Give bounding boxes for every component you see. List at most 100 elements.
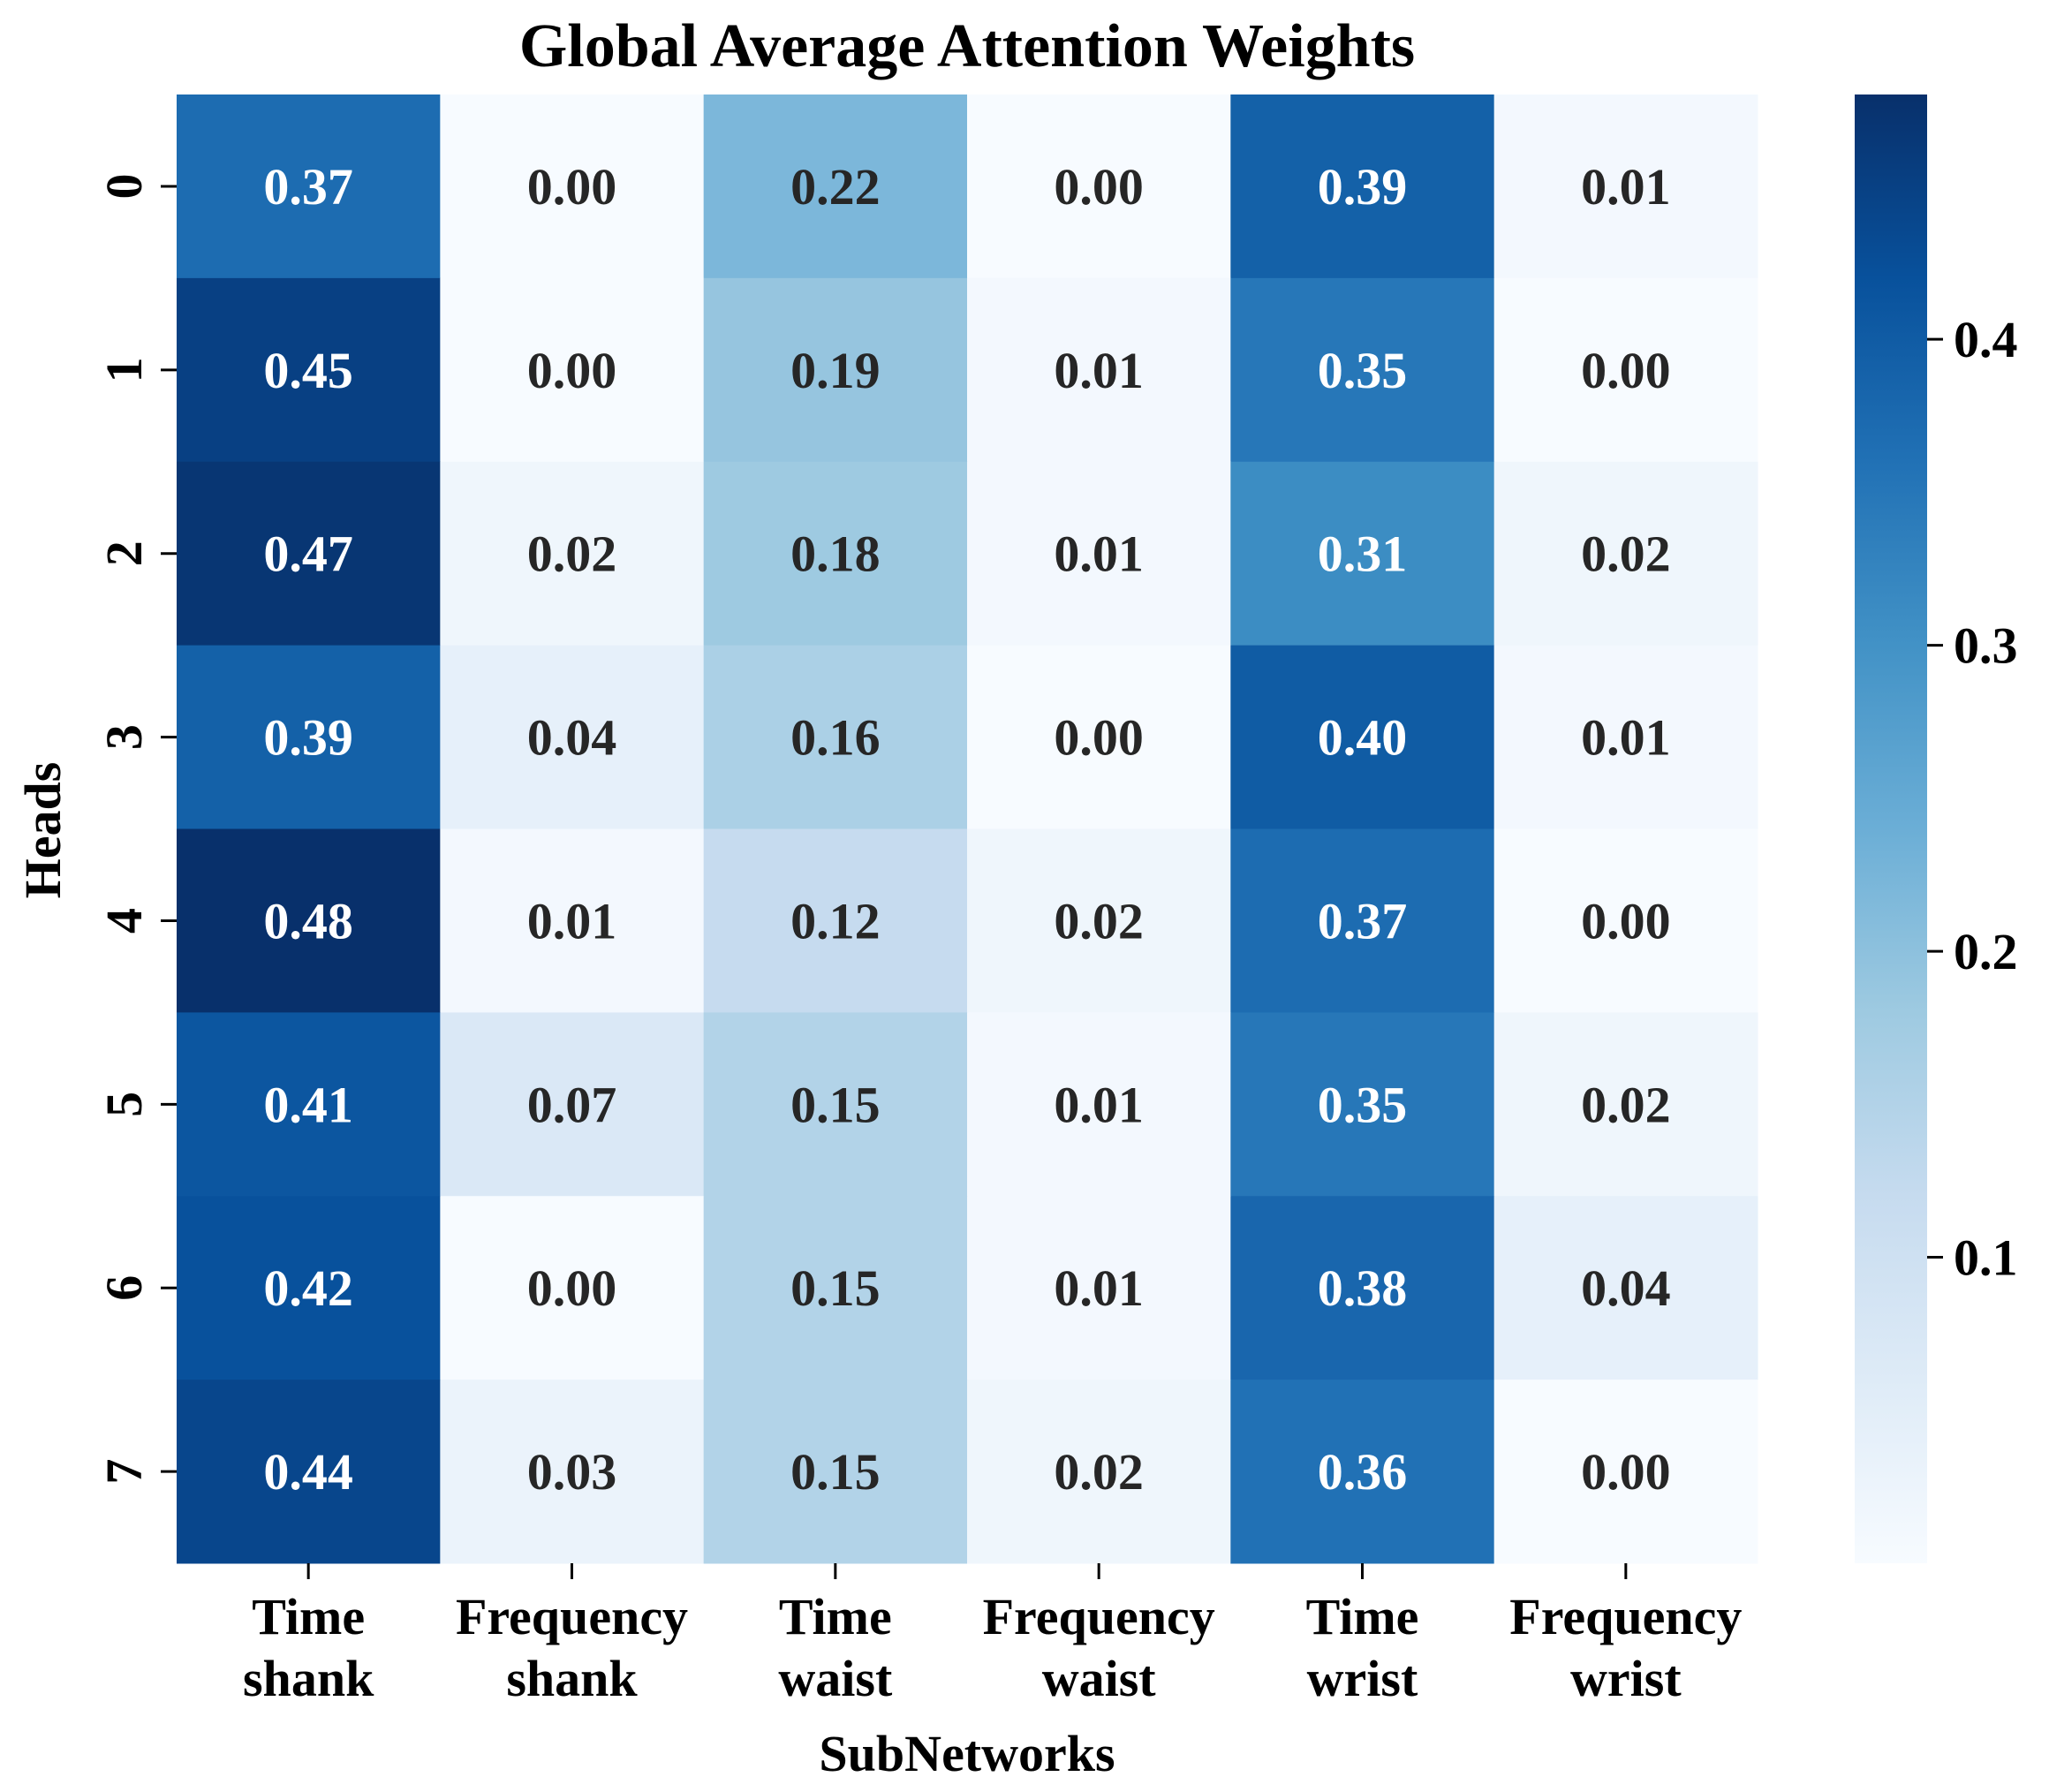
heatmap-cell xyxy=(1230,828,1495,1013)
x-tick-label: waist xyxy=(1042,1650,1157,1707)
heatmap-cell xyxy=(1230,645,1495,829)
heatmap-cell xyxy=(967,1196,1231,1380)
x-tick-label: wrist xyxy=(1307,1650,1418,1707)
cell-value-label: 0.04 xyxy=(1581,1259,1671,1317)
cell-value-label: 0.38 xyxy=(1318,1259,1408,1317)
cell-value-label: 0.47 xyxy=(263,526,353,583)
heatmap-cell xyxy=(967,645,1231,829)
cell-value-label: 0.45 xyxy=(263,342,353,399)
heatmap-cell xyxy=(440,1012,705,1197)
y-tick-label: 5 xyxy=(95,1092,153,1117)
y-tick-label: 2 xyxy=(95,541,153,566)
heatmap-cell xyxy=(440,1196,705,1380)
x-tick-label: Time xyxy=(252,1588,365,1645)
heatmap-cell xyxy=(1230,461,1495,646)
chart-title: Global Average Attention Weights xyxy=(519,12,1415,80)
heatmap-cell xyxy=(703,277,968,463)
heatmap-cell xyxy=(967,1380,1231,1564)
cell-value-label: 0.02 xyxy=(1581,526,1671,583)
heatmap-cell xyxy=(1230,1380,1495,1564)
cell-value-label: 0.16 xyxy=(790,709,881,767)
heatmap-cell xyxy=(1493,1196,1758,1380)
colorbar xyxy=(1855,95,1927,1563)
cell-value-label: 0.15 xyxy=(790,1076,881,1133)
y-tick-label: 0 xyxy=(95,173,153,199)
x-tick-label: shank xyxy=(506,1650,638,1707)
cell-value-label: 0.02 xyxy=(1054,1443,1144,1501)
x-tick-label: Time xyxy=(779,1588,892,1645)
cell-value-label: 0.41 xyxy=(263,1076,353,1133)
heatmap-cell xyxy=(440,645,705,829)
heatmap-cell xyxy=(967,95,1231,279)
heatmap-cell xyxy=(1493,95,1758,279)
x-tick-label: wrist xyxy=(1570,1650,1682,1707)
heatmap-cell xyxy=(177,95,441,279)
heatmap-cell xyxy=(703,645,968,829)
cell-value-label: 0.18 xyxy=(790,526,881,583)
heatmap-cell xyxy=(440,828,705,1013)
heatmap-cell xyxy=(1230,1012,1495,1197)
x-tick-label: Frequency xyxy=(456,1588,688,1645)
cell-value-label: 0.04 xyxy=(527,709,617,767)
colorbar-tick-label: 0.4 xyxy=(1954,311,2018,368)
cell-value-label: 0.44 xyxy=(263,1443,353,1501)
heatmap-cell xyxy=(177,1196,441,1380)
cell-value-label: 0.01 xyxy=(527,892,617,949)
cell-value-label: 0.37 xyxy=(263,158,353,215)
cell-value-label: 0.00 xyxy=(527,1259,617,1317)
cell-value-label: 0.00 xyxy=(527,342,617,399)
colorbar-tick-label: 0.2 xyxy=(1954,923,2018,980)
colorbar-tick-label: 0.1 xyxy=(1954,1229,2018,1287)
y-tick-label: 6 xyxy=(95,1275,153,1301)
cell-value-label: 0.35 xyxy=(1318,342,1408,399)
cell-value-label: 0.35 xyxy=(1318,1076,1408,1133)
heatmap-cell xyxy=(1230,95,1495,279)
cell-value-label: 0.07 xyxy=(527,1076,617,1133)
heatmap-cell xyxy=(1493,277,1758,463)
heatmap-cell xyxy=(1493,645,1758,829)
cell-value-label: 0.39 xyxy=(1318,158,1408,215)
heatmap-cell xyxy=(1493,1380,1758,1564)
x-axis-label: SubNetworks xyxy=(819,1725,1115,1782)
cell-value-label: 0.01 xyxy=(1054,1076,1144,1133)
cell-value-label: 0.02 xyxy=(527,526,617,583)
heatmap-cell xyxy=(177,645,441,829)
cell-value-label: 0.00 xyxy=(1581,892,1671,949)
heatmap-cell xyxy=(177,461,441,646)
heatmap-cell xyxy=(967,461,1231,646)
y-tick-label: 1 xyxy=(95,357,153,382)
cell-value-label: 0.01 xyxy=(1581,158,1671,215)
cell-value-label: 0.01 xyxy=(1054,526,1144,583)
heatmap-cell xyxy=(703,95,968,279)
cell-value-label: 0.39 xyxy=(263,709,353,767)
heatmap-cell xyxy=(177,277,441,463)
heatmap-cell xyxy=(1230,277,1495,463)
heatmap-cell xyxy=(1493,828,1758,1013)
cell-value-label: 0.00 xyxy=(1581,1443,1671,1501)
cell-value-label: 0.00 xyxy=(527,158,617,215)
cell-value-label: 0.03 xyxy=(527,1443,617,1501)
cell-value-label: 0.01 xyxy=(1054,1259,1144,1317)
heatmap-cell xyxy=(440,1380,705,1564)
cell-value-label: 0.00 xyxy=(1054,158,1144,215)
heatmap-cell xyxy=(967,1012,1231,1197)
y-tick-label: 3 xyxy=(95,724,153,750)
x-tick-label: Frequency xyxy=(983,1588,1215,1645)
cell-value-label: 0.15 xyxy=(790,1259,881,1317)
heatmap-cell xyxy=(440,95,705,279)
cell-value-label: 0.12 xyxy=(790,892,881,949)
cell-value-label: 0.19 xyxy=(790,342,881,399)
cell-value-label: 0.48 xyxy=(263,892,353,949)
cell-value-label: 0.15 xyxy=(790,1443,881,1501)
y-axis-label: Heads xyxy=(14,762,72,899)
cell-value-label: 0.02 xyxy=(1581,1076,1671,1133)
x-tick-label: shank xyxy=(243,1650,374,1707)
cell-value-label: 0.42 xyxy=(263,1259,353,1317)
x-tick-label: Time xyxy=(1306,1588,1419,1645)
heatmap-cell xyxy=(177,1380,441,1564)
y-tick-label: 7 xyxy=(95,1459,153,1485)
heatmap-cell xyxy=(703,461,968,646)
heatmap-cell xyxy=(703,1380,968,1564)
cell-value-label: 0.01 xyxy=(1054,342,1144,399)
colorbar-tick-label: 0.3 xyxy=(1954,617,2018,675)
